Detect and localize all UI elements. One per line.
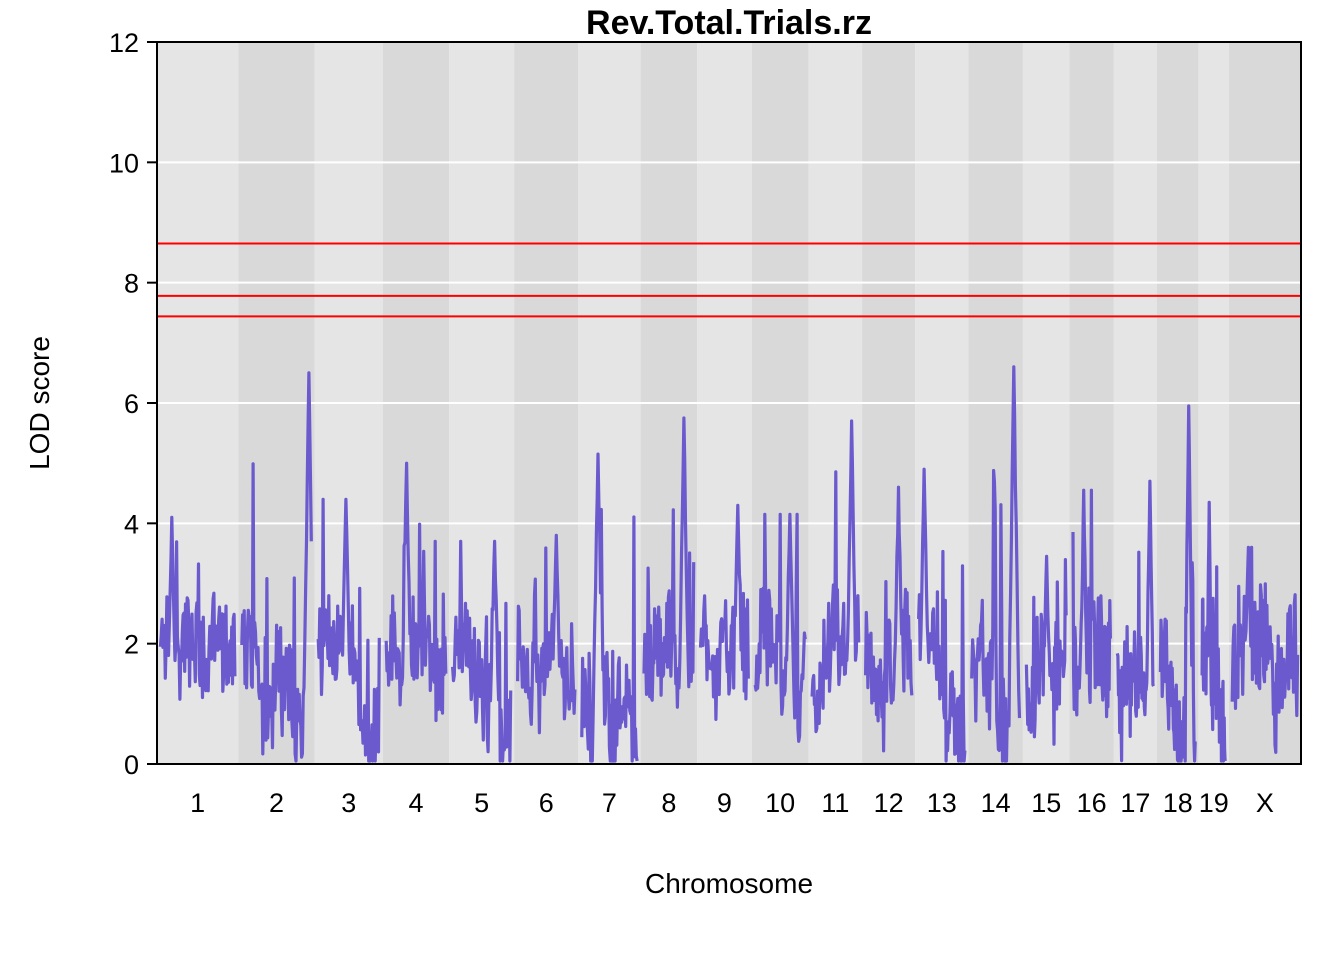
lod-line-chr-2 xyxy=(240,371,313,763)
lod-line-chr-14 xyxy=(970,365,1022,763)
y-tick-label-10: 10 xyxy=(109,148,139,178)
y-axis: 0 2 4 6 8 10 12 xyxy=(109,28,157,780)
x-tick-label-4: 4 xyxy=(408,788,423,818)
lod-line-chr-17 xyxy=(1115,479,1156,763)
lod-line-chr-8 xyxy=(642,416,696,709)
lod-line-chr-3 xyxy=(316,497,381,763)
x-tick-label-16: 16 xyxy=(1077,788,1107,818)
threshold-lines xyxy=(157,242,1301,318)
lod-line-chr-4 xyxy=(384,461,448,723)
x-axis-label: Chromosome xyxy=(645,868,813,899)
y-tick-label-4: 4 xyxy=(124,509,139,539)
x-tick-label-11: 11 xyxy=(821,788,849,818)
lod-line-chr-6 xyxy=(516,533,577,735)
chart-title: Rev.Total.Trials.rz xyxy=(586,4,872,42)
lod-line-chr-9 xyxy=(698,503,750,722)
x-tick-label-2: 2 xyxy=(269,788,284,818)
lod-series xyxy=(158,365,1300,763)
x-tick-label-10: 10 xyxy=(765,788,795,818)
lod-line-chr-5 xyxy=(451,539,513,763)
x-tick-label-5: 5 xyxy=(474,788,489,818)
x-tick-label-6: 6 xyxy=(539,788,554,818)
y-tick-label-6: 6 xyxy=(124,389,139,419)
lod-line-chr-X xyxy=(1230,545,1300,754)
lod-line-chr-13 xyxy=(917,467,967,763)
x-tick-label-12: 12 xyxy=(874,788,904,818)
y-tick-label-0: 0 xyxy=(124,750,139,780)
lod-line-chr-15 xyxy=(1024,554,1068,746)
lod-line-chr-11 xyxy=(810,419,861,734)
lod-line-chr-16 xyxy=(1071,488,1112,719)
x-tick-label-13: 13 xyxy=(927,788,957,818)
lod-line-chr-12 xyxy=(864,485,914,753)
lod-line-chr-1 xyxy=(158,515,237,701)
x-tick-label-18: 18 xyxy=(1163,788,1193,818)
x-tick-label-X: X xyxy=(1256,788,1274,818)
x-tick-label-17: 17 xyxy=(1120,788,1150,818)
lod-line-chr-18 xyxy=(1158,404,1197,763)
y-axis-label: LOD score xyxy=(24,336,55,470)
lod-line-chr-7 xyxy=(580,452,639,763)
y-tick-label-8: 8 xyxy=(124,269,139,299)
x-tick-label-8: 8 xyxy=(661,788,676,818)
x-tick-label-19: 19 xyxy=(1199,788,1229,818)
x-tick-label-1: 1 xyxy=(190,788,205,818)
x-tick-label-9: 9 xyxy=(717,788,732,818)
y-tick-label-2: 2 xyxy=(124,630,139,660)
lod-line-chr-19 xyxy=(1200,500,1227,763)
x-tick-label-3: 3 xyxy=(341,788,356,818)
y-tick-label-12: 12 xyxy=(109,28,139,58)
lod-line-chr-10 xyxy=(753,512,807,743)
x-tick-label-15: 15 xyxy=(1031,788,1061,818)
x-tick-label-7: 7 xyxy=(602,788,617,818)
x-axis: 1 2 3 4 5 6 7 8 9 10 11 12 13 14 15 16 17 18 19 X xyxy=(190,788,1274,818)
x-tick-label-14: 14 xyxy=(981,788,1011,818)
